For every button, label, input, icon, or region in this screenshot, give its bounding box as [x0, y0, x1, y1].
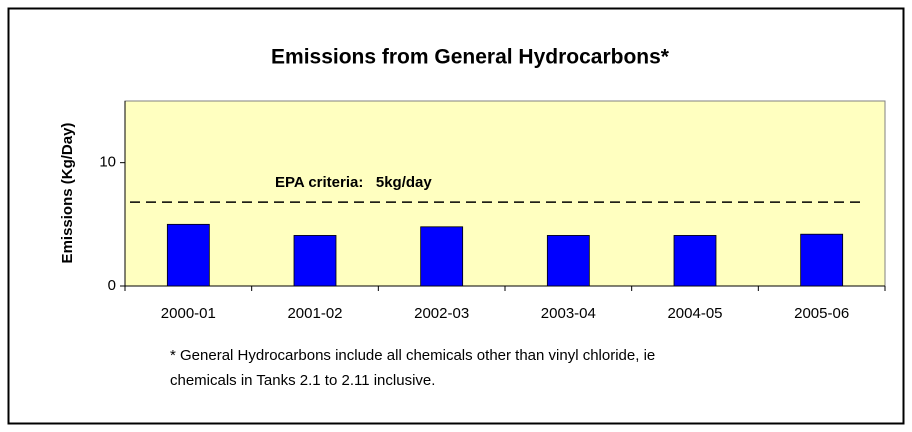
bar [673, 235, 717, 287]
chart-title: Emissions from General Hydrocarbons* [271, 46, 670, 69]
plot-area [124, 100, 886, 287]
bar [166, 223, 210, 287]
bar [420, 226, 464, 287]
footnote: chemicals in Tanks 2.1 to 2.11 inclusive… [170, 372, 435, 389]
reference-label: EPA criteria: 5kg/day [275, 174, 432, 191]
x-tick-label: 2000-01 [161, 305, 216, 322]
y-tick-label: 0 [108, 277, 116, 294]
y-tick-label: 10 [99, 154, 116, 171]
x-tick-label: 2003-04 [541, 305, 596, 322]
x-tick-label: 2001-02 [287, 305, 342, 322]
x-tick-label: 2004-05 [667, 305, 722, 322]
x-tick-label: 2005-06 [794, 305, 849, 322]
x-tick-label: 2002-03 [414, 305, 469, 322]
bar [293, 235, 337, 287]
footnote: * General Hydrocarbons include all chemi… [170, 347, 655, 364]
bar [800, 233, 844, 287]
bar [546, 235, 590, 287]
y-axis-label: Emissions (Kg/Day) [59, 123, 76, 264]
